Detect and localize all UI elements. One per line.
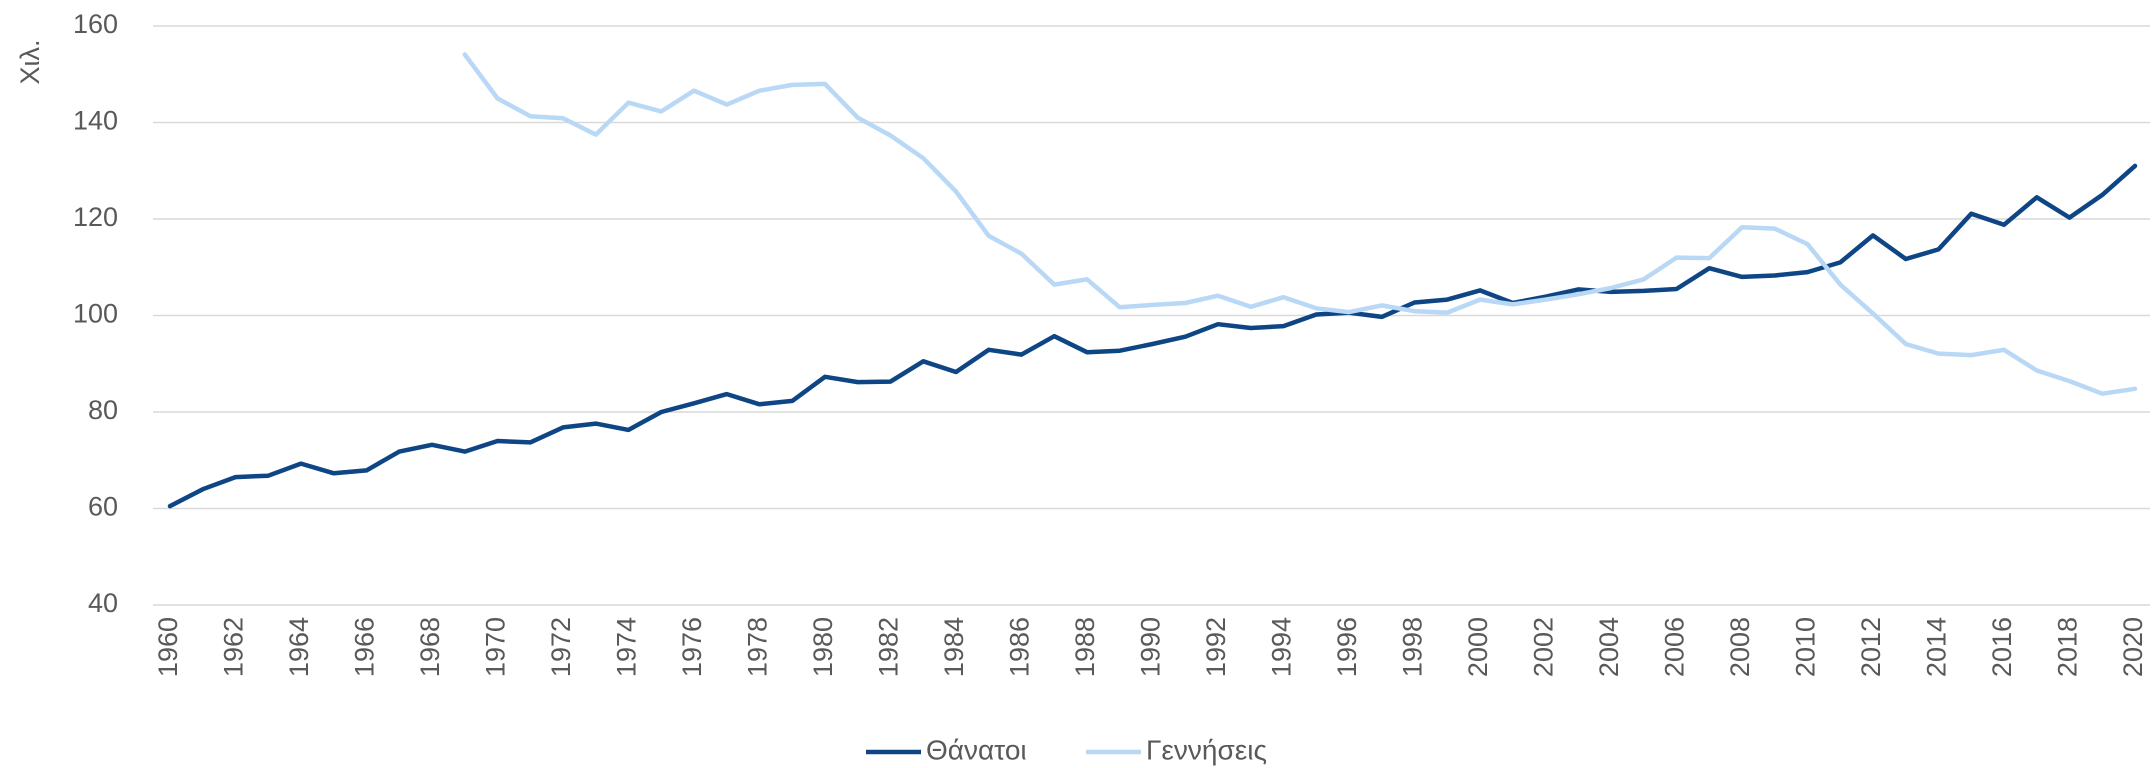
x-tick-label: 2004 [1594,617,1624,677]
x-tick-label: 2016 [1987,617,2017,677]
x-tick-label: 1968 [415,617,445,677]
x-tick-label: 1972 [546,617,576,677]
x-tick-label: 1998 [1398,617,1428,677]
x-tick-label: 1996 [1332,617,1362,677]
line-series [462,52,2138,396]
legend-label: Θάνατοι [926,734,1027,765]
y-tick-label: 100 [73,299,118,329]
x-tick-label: 1962 [219,617,249,677]
x-tick-label: 2020 [2118,617,2148,677]
y-axis-label: Χιλ. [15,39,45,84]
x-tick-label: 2008 [1725,617,1755,677]
y-tick-label: 120 [73,202,118,232]
x-tick-label: 1966 [350,617,380,677]
x-tick-label: 1990 [1136,617,1166,677]
x-tick-label: 1988 [1070,617,1100,677]
x-tick-label: 1992 [1201,617,1231,677]
x-tick-label: 2002 [1529,617,1559,677]
y-tick-label: 140 [73,106,118,136]
x-tick-label: 2010 [1791,617,1821,677]
y-tick-label: 80 [88,395,118,425]
x-tick-label: 2012 [1856,617,1886,677]
x-tick-label: 1960 [153,617,183,677]
y-tick-label: 160 [73,9,118,39]
x-tick-label: 1994 [1267,617,1297,677]
x-tick-label: 1974 [612,617,642,677]
x-tick-label: 1982 [874,617,904,677]
x-tick-label: 2000 [1463,617,1493,677]
x-tick-label: 1978 [743,617,773,677]
y-tick-label: 60 [88,492,118,522]
line-series [167,163,2138,509]
x-tick-label: 1984 [939,617,969,677]
x-tick-label: 2018 [2053,617,2083,677]
x-tick-label: 1964 [284,617,314,677]
x-tick-label: 2014 [1922,617,1952,677]
x-tick-label: 1970 [481,617,511,677]
x-tick-label: 2006 [1660,617,1690,677]
x-tick-label: 1986 [1005,617,1035,677]
y-tick-label: 40 [88,588,118,618]
legend-label: Γεννήσεις [1146,734,1267,765]
x-tick-label: 1980 [808,617,838,677]
x-tick-label: 1976 [677,617,707,677]
